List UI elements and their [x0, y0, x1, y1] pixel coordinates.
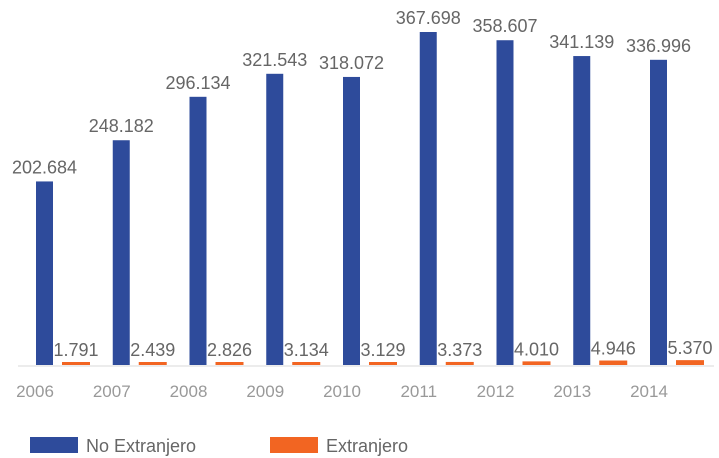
value-label-no-extranjero-2010: 318.072	[319, 53, 384, 73]
value-labels-group: 202.684 1.791 248.182 2.439 296.134 2.826 321.…	[12, 8, 713, 360]
value-label-extranjero-2014: 5.370	[667, 338, 712, 358]
bars-group	[36, 32, 704, 366]
bar-extranjero-2007	[138, 362, 167, 365]
bar-no-extranjero-2008	[189, 96, 207, 366]
bar-extranjero-2006	[62, 362, 90, 365]
bar-extranjero-2010	[369, 362, 397, 365]
value-label-extranjero-2012: 4.010	[514, 339, 559, 359]
bar-extranjero-2013	[599, 360, 628, 365]
value-label-extranjero-2008: 2.826	[207, 340, 252, 360]
legend-label-extranjero: Extranjero	[326, 436, 408, 456]
value-label-no-extranjero-2007: 248.182	[89, 116, 154, 136]
value-label-no-extranjero-2013: 341.139	[549, 32, 614, 52]
bar-no-extranjero-2013	[573, 56, 591, 366]
bar-extranjero-2008	[215, 362, 244, 365]
bar-no-extranjero-2010	[343, 76, 360, 365]
bar-no-extranjero-2006	[36, 181, 53, 365]
value-label-extranjero-2013: 4.946	[591, 339, 636, 359]
value-label-extranjero-2007: 2.439	[130, 340, 175, 360]
value-label-no-extranjero-2014: 336.996	[626, 36, 691, 56]
bar-extranjero-2011	[445, 361, 474, 365]
value-label-no-extranjero-2006: 202.684	[12, 157, 77, 177]
bar-extranjero-2009	[292, 362, 321, 365]
value-label-extranjero-2006: 1.791	[53, 340, 98, 360]
value-label-no-extranjero-2008: 296.134	[165, 73, 230, 93]
x-tick-label-2014: 2014	[630, 382, 668, 401]
x-tick-label-2012: 2012	[477, 382, 515, 401]
bar-no-extranjero-2009	[266, 73, 284, 365]
legend: No Extranjero Extranjero	[30, 436, 408, 456]
x-tick-label-2007: 2007	[93, 382, 131, 401]
x-tick-label-2013: 2013	[553, 382, 591, 401]
legend-label-no-extranjero: No Extranjero	[86, 436, 196, 456]
legend-swatch-no-extranjero	[30, 437, 78, 453]
x-tick-labels-group: 2006 2007 2008 2009 2010 2011 2012 2013 2014	[16, 382, 668, 401]
bar-no-extranjero-2012	[496, 40, 514, 365]
bar-no-extranjero-2014	[650, 59, 667, 366]
bar-no-extranjero-2011	[419, 32, 437, 365]
x-tick-label-2011: 2011	[400, 382, 437, 401]
bar-extranjero-2014	[676, 360, 704, 365]
legend-swatch-extranjero	[270, 437, 318, 453]
x-tick-label-2010: 2010	[323, 382, 361, 401]
value-label-extranjero-2011: 3.373	[437, 340, 482, 360]
value-label-extranjero-2010: 3.129	[360, 340, 405, 360]
x-tick-label-2006: 2006	[16, 382, 54, 401]
value-label-no-extranjero-2012: 358.607	[472, 16, 537, 36]
value-label-no-extranjero-2009: 321.543	[242, 50, 307, 70]
x-tick-label-2008: 2008	[170, 382, 208, 401]
value-label-extranjero-2009: 3.134	[284, 340, 329, 360]
value-label-no-extranjero-2011: 367.698	[396, 8, 461, 28]
bar-no-extranjero-2007	[112, 140, 130, 365]
x-tick-label-2009: 2009	[246, 382, 284, 401]
bar-extranjero-2012	[522, 361, 551, 365]
